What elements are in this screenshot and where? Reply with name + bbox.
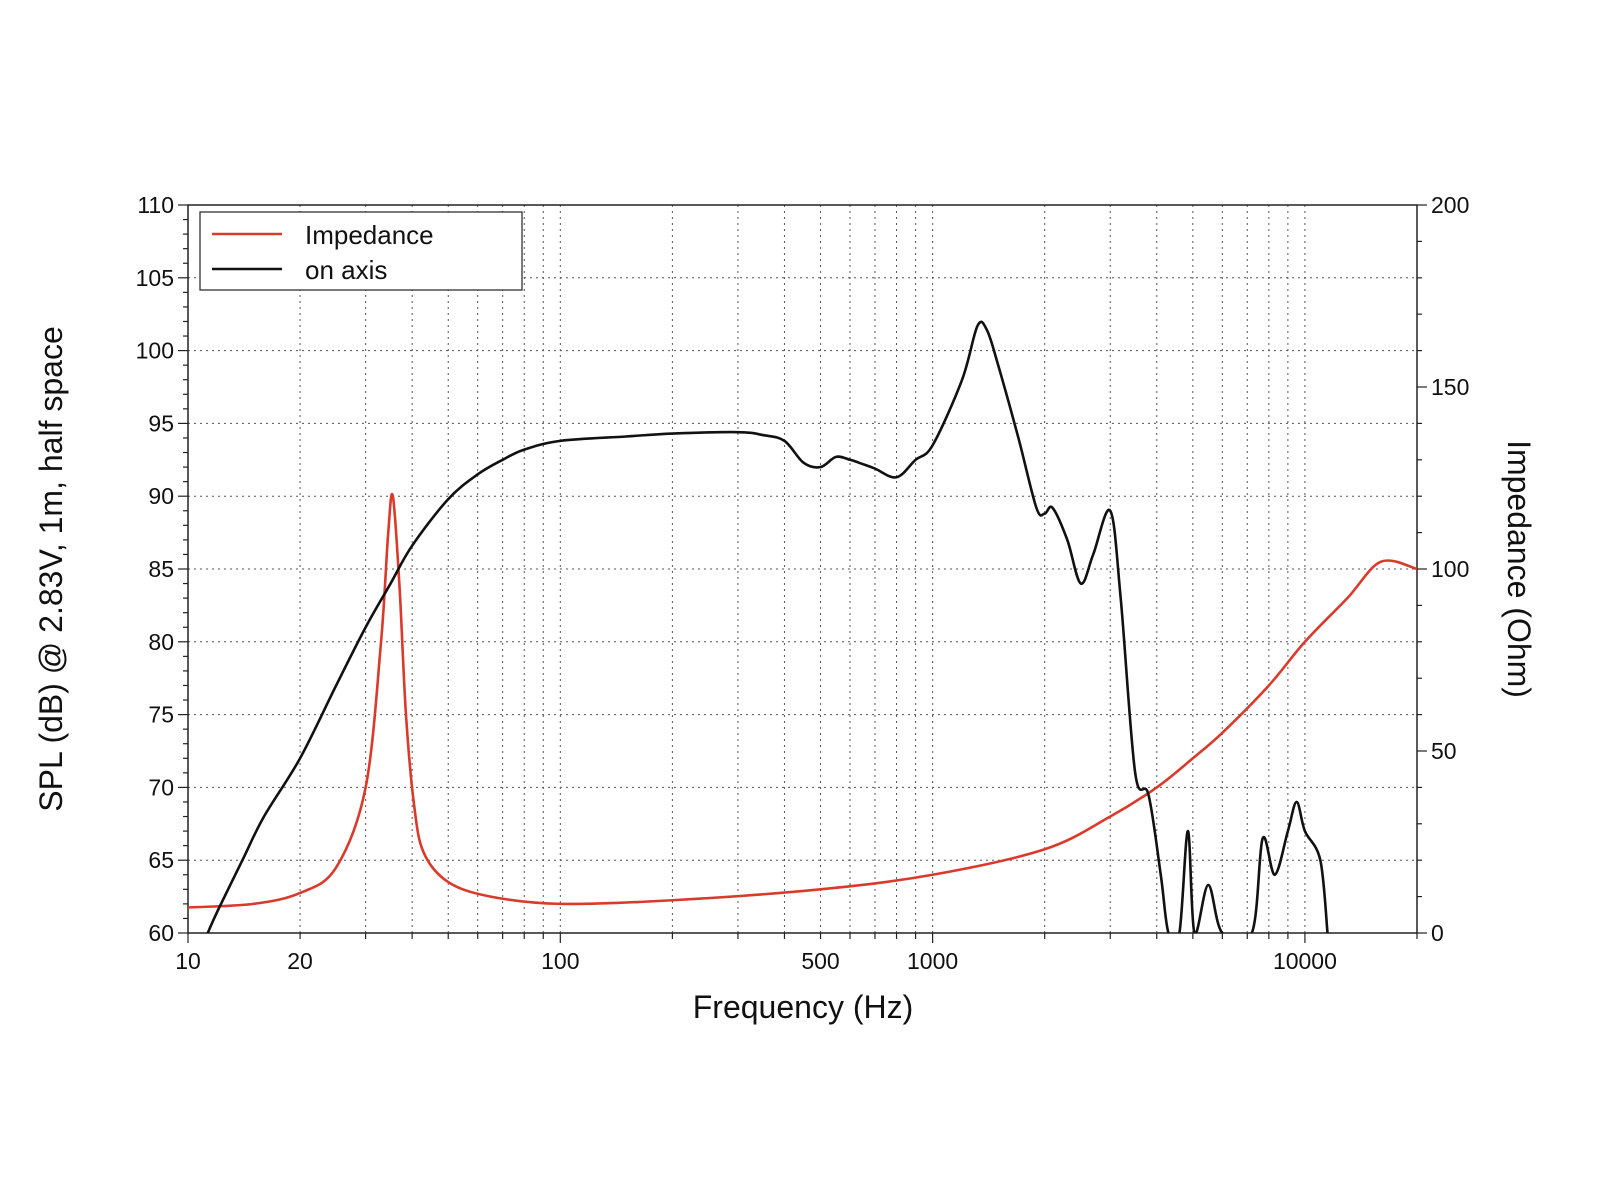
y2-tick-label: 0 [1431,920,1444,946]
x-tick-label: 10 [175,948,201,974]
grid-lines [188,205,1417,933]
x-axis-title: Frequency (Hz) [693,989,914,1025]
x-tick-label: 500 [801,948,839,974]
x-tick-label: 20 [287,948,313,974]
tick-labels: 60 65 70 75 80 85 90 95 100 105 110 0 50 100 150 200 10 2… [136,192,1470,974]
y-axis-title: SPL (dB) @ 2.83V, 1m, half space [33,326,69,811]
legend-box [199,211,523,291]
series [188,320,1417,933]
y2-tick-label: 50 [1431,738,1457,764]
y-tick-label: 85 [148,556,174,582]
x-tick-label: 1000 [907,948,958,974]
series-line-impedance [188,492,1417,909]
y-tick-label: 95 [148,410,174,436]
y-tick-label: 80 [148,629,174,655]
y-tick-label: 75 [148,702,174,728]
y-tick-label: 60 [148,920,174,946]
y-tick-label: 70 [148,774,174,800]
y2-tick-label: 200 [1431,192,1469,218]
legend: Impedance on axis [199,211,523,291]
ticks [178,204,1427,943]
y2-tick-label: 150 [1431,374,1469,400]
y-tick-label: 90 [148,483,174,509]
x-tick-label: 100 [541,948,579,974]
series-line-on-axis [206,320,1329,933]
legend-label-on-axis: on axis [305,255,387,285]
y-tick-label: 110 [137,192,174,218]
x-tick-label: 10000 [1273,948,1337,974]
y2-tick-label: 100 [1431,556,1469,582]
y-tick-label: 65 [148,847,174,873]
y-tick-label: 100 [136,338,174,364]
legend-label-impedance: Impedance [305,220,434,250]
y-tick-label: 105 [136,265,174,291]
y2-axis-title: Impedance (Ohm) [1501,440,1537,698]
